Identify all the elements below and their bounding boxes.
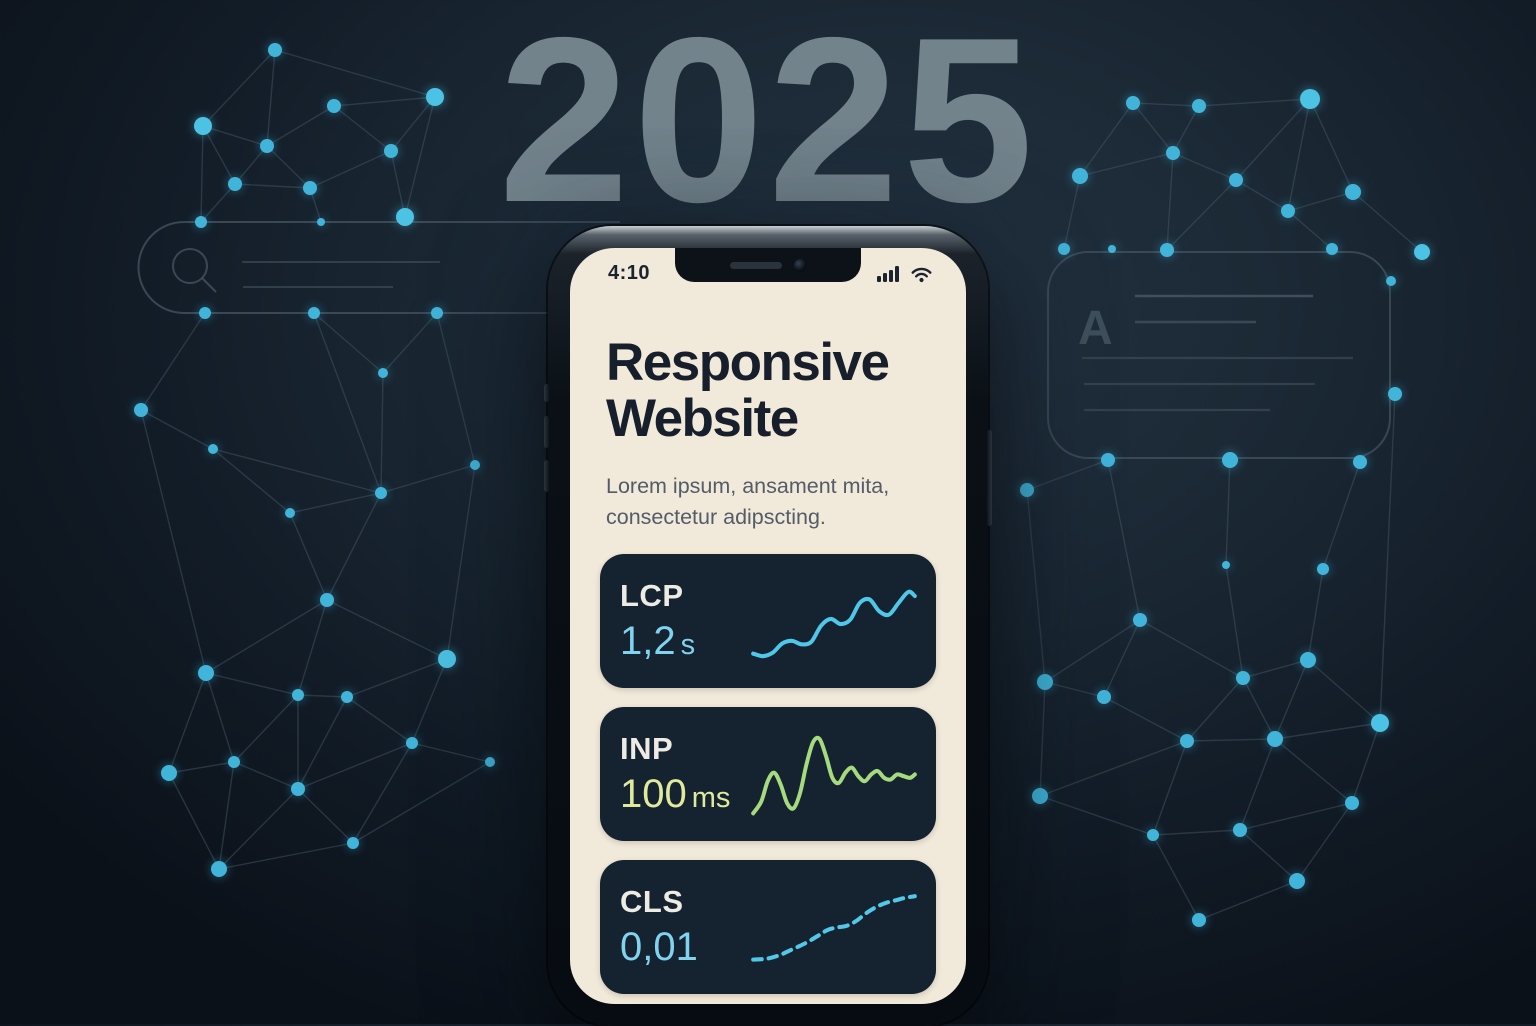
- document-letter: A: [1078, 302, 1113, 355]
- metric-value: 1,2 s: [620, 619, 696, 664]
- cls-sparkline: [751, 894, 917, 963]
- power-button: [987, 430, 992, 526]
- metric-card-inp[interactable]: INP 100 ms: [600, 707, 936, 842]
- wifi-icon: [911, 267, 932, 282]
- metric-value: 0,01: [620, 925, 698, 970]
- metric-label: LCP: [620, 578, 684, 614]
- page-title: Responsive Website: [606, 333, 890, 449]
- inp-sparkline: [751, 736, 917, 816]
- volume-down-button: [544, 460, 549, 492]
- search-bar-sketch: [137, 221, 620, 314]
- mute-switch: [544, 384, 549, 402]
- year-label: 2025: [498, 0, 1038, 251]
- lcp-sparkline: [751, 590, 917, 659]
- speaker-grille: [729, 261, 782, 269]
- metric-card-lcp[interactable]: LCP 1,2 s: [600, 554, 936, 689]
- front-camera: [793, 258, 807, 272]
- search-icon: [172, 248, 217, 293]
- phone-mockup: 4:10: [544, 226, 992, 1026]
- status-time: 4:10: [608, 262, 651, 284]
- volume-up-button: [544, 416, 549, 448]
- metric-label: INP: [620, 731, 674, 767]
- notch: [675, 248, 861, 282]
- metric-card-list: LCP 1,2 s INP 100 ms CLS 0,01: [600, 554, 936, 995]
- network-edges: [140, 49, 1423, 921]
- signal-icon: [877, 265, 899, 282]
- metric-card-cls[interactable]: CLS 0,01: [600, 860, 936, 995]
- document-card-sketch: [1047, 251, 1391, 459]
- page-subtitle: Lorem ipsum, ansament mita, consectetur …: [606, 474, 890, 529]
- phone-screen: 4:10: [570, 248, 966, 1004]
- metric-label: CLS: [620, 884, 684, 920]
- status-bar: 4:10: [570, 248, 966, 285]
- metric-value: 100 ms: [620, 772, 731, 817]
